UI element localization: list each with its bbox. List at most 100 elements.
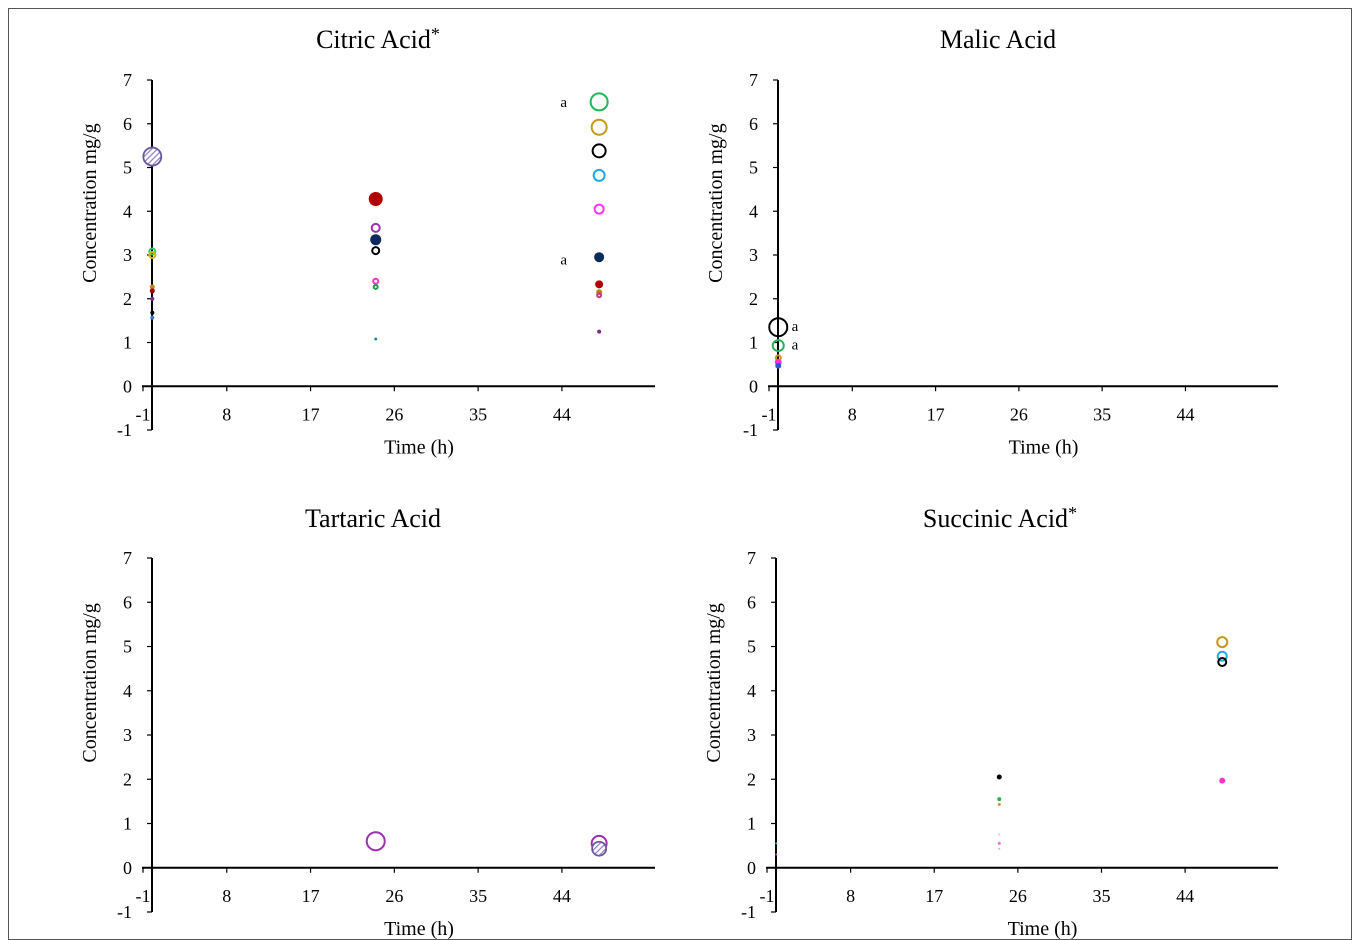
data-point xyxy=(372,283,379,290)
data-point xyxy=(590,118,608,136)
y-tick-label: 6 xyxy=(123,114,132,134)
x-tick-label: 44 xyxy=(553,404,571,424)
data-point xyxy=(998,847,1001,850)
significance-label: a xyxy=(792,319,799,335)
y-tick-label: 1 xyxy=(123,333,132,353)
y-tick-label: 4 xyxy=(123,201,132,221)
x-tick-label: 8 xyxy=(222,404,231,424)
data-point xyxy=(997,802,1001,806)
x-tick-label: 44 xyxy=(1176,404,1194,424)
y-axis-label: Concentration mg/g xyxy=(79,603,101,762)
data-point xyxy=(370,222,381,233)
y-tick-label: 0 xyxy=(747,858,756,878)
data-point xyxy=(148,251,157,259)
y-tick-label: 4 xyxy=(749,201,758,221)
x-tick-label: 35 xyxy=(1092,886,1110,906)
data-point xyxy=(595,280,604,289)
data-point xyxy=(775,853,778,856)
data-point xyxy=(1217,656,1228,667)
x-tick-label: 35 xyxy=(469,886,487,906)
y-tick-label: 7 xyxy=(123,548,132,568)
chart-title: Citric Acid* xyxy=(316,24,440,54)
x-axis-label: Time (h) xyxy=(1008,918,1078,940)
y-tick-label: 5 xyxy=(747,637,756,657)
data-point xyxy=(374,337,378,341)
y-tick-label: 0 xyxy=(123,376,132,396)
significance-label: a xyxy=(560,252,567,268)
y-axis-label: Concentration mg/g xyxy=(79,123,101,282)
y-tick-label: 6 xyxy=(749,114,758,134)
x-tick-label: 26 xyxy=(1009,886,1027,906)
x-tick-label: 26 xyxy=(1010,404,1028,424)
x-axis-label: Time (h) xyxy=(384,436,454,458)
data-point xyxy=(591,143,607,159)
y-tick-label: 7 xyxy=(749,70,758,90)
chart-title: Malic Acid xyxy=(940,25,1056,54)
chart-title-text: Malic Acid xyxy=(940,25,1056,54)
data-point xyxy=(149,284,155,290)
data-point xyxy=(365,831,386,852)
y-tick-label: 2 xyxy=(747,769,756,789)
y-tick-label: 3 xyxy=(747,725,756,745)
x-tick-label: -1 xyxy=(136,886,151,906)
x-tick-label: -1 xyxy=(762,404,777,424)
data-point xyxy=(150,315,155,320)
x-axis-label: Time (h) xyxy=(1009,436,1079,458)
chart-title-text: Succinic Acid xyxy=(923,504,1068,533)
significance-asterisk: * xyxy=(1068,503,1077,523)
y-tick-label: 6 xyxy=(747,592,756,612)
y-tick-label: 5 xyxy=(749,158,758,178)
y-tick-label: -1 xyxy=(741,902,756,922)
y-tick-label: 5 xyxy=(123,158,132,178)
data-point xyxy=(370,234,382,246)
chart-title-text: Tartaric Acid xyxy=(305,504,441,533)
data-point xyxy=(593,203,605,215)
data-point xyxy=(592,168,606,182)
x-tick-label: 17 xyxy=(302,886,320,906)
data-point xyxy=(775,842,778,845)
x-tick-label: 8 xyxy=(848,404,857,424)
y-tick-label: 3 xyxy=(123,245,132,265)
x-tick-label: 8 xyxy=(222,886,231,906)
data-point xyxy=(775,362,782,369)
data-point xyxy=(142,146,163,167)
y-tick-label: 1 xyxy=(749,333,758,353)
significance-label: a xyxy=(792,337,799,353)
data-point xyxy=(150,296,155,301)
data-point xyxy=(149,288,155,294)
data-point xyxy=(1219,777,1226,784)
y-tick-label: 5 xyxy=(123,637,132,657)
data-point xyxy=(998,833,1001,836)
y-tick-label: 6 xyxy=(123,592,132,612)
x-tick-label: 17 xyxy=(302,404,320,424)
x-tick-label: 17 xyxy=(927,404,945,424)
y-tick-label: 0 xyxy=(749,376,758,396)
x-axis-label: Time (h) xyxy=(384,918,454,940)
data-point xyxy=(997,797,1002,802)
x-tick-label: 26 xyxy=(385,886,403,906)
x-tick-label: -1 xyxy=(760,886,775,906)
x-tick-label: 26 xyxy=(385,404,403,424)
data-point xyxy=(591,840,608,857)
y-tick-label: -1 xyxy=(117,902,132,922)
y-tick-label: 7 xyxy=(123,70,132,90)
data-point xyxy=(371,246,381,256)
y-tick-label: 3 xyxy=(749,245,758,265)
y-tick-label: 4 xyxy=(123,681,132,701)
chart-title-text: Citric Acid xyxy=(316,25,431,54)
data-point xyxy=(148,247,157,256)
x-tick-label: 44 xyxy=(553,886,571,906)
data-point xyxy=(771,339,785,353)
y-tick-label: 2 xyxy=(123,769,132,789)
data-point xyxy=(589,92,609,112)
data-point xyxy=(1216,636,1229,649)
x-tick-label: -1 xyxy=(136,404,151,424)
data-point xyxy=(594,252,605,263)
data-point xyxy=(597,329,602,334)
chart-title: Tartaric Acid xyxy=(305,504,441,533)
